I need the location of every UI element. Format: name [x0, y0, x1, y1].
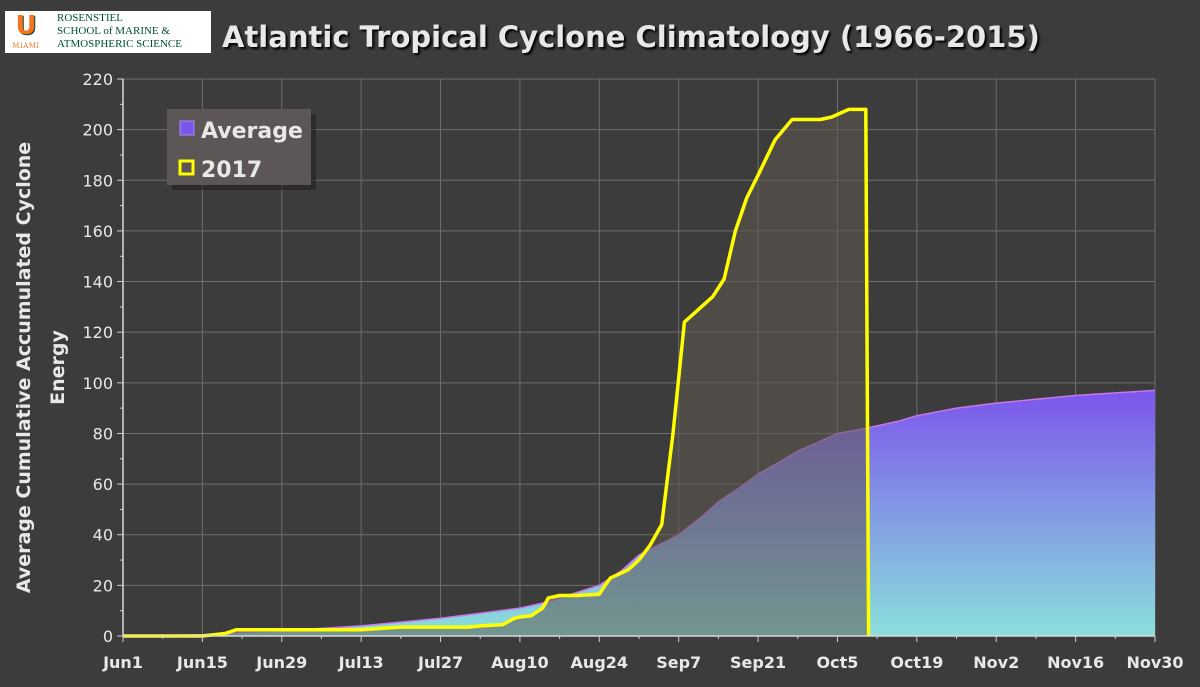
average-area	[123, 390, 1155, 636]
legend: Average 2017	[167, 109, 316, 190]
x-tick-label: Oct5	[817, 653, 859, 672]
y-tick-label: 80	[93, 424, 113, 443]
logo-u-mark: U	[15, 11, 37, 41]
y-axis-label-line: Average Cumulative Accumulated Cyclone	[13, 142, 35, 593]
logo-line-3: ATMOSPHERIC SCIENCE	[57, 38, 182, 50]
x-tick-label: Jun29	[255, 653, 307, 672]
y-tick-label: 140	[82, 273, 113, 292]
legend-swatch-average	[179, 120, 195, 136]
y-axis-label-line: Energy	[47, 330, 69, 405]
x-tick-label: Jun15	[176, 653, 228, 672]
x-tick-label: Nov16	[1047, 653, 1104, 672]
x-tick-label: Aug10	[491, 653, 549, 672]
logo-miami-text: MIAMI	[12, 42, 40, 50]
y-axis-label: Average Cumulative Accumulated Cyclone En…	[13, 142, 69, 593]
y-tick-label: 20	[93, 576, 113, 595]
x-tick-label: Jul13	[338, 653, 384, 672]
series-2017-fill	[123, 109, 869, 636]
x-tick-label: Oct19	[890, 653, 943, 672]
x-tick-label: Jul27	[417, 653, 463, 672]
y-tick-label: 180	[82, 171, 113, 190]
legend-label-2017: 2017	[201, 158, 262, 183]
x-tick-label: Sep21	[730, 653, 786, 672]
y-tick-label: 100	[82, 374, 113, 393]
y-tick-label: 40	[93, 526, 113, 545]
y-tick-label: 120	[82, 323, 113, 342]
x-tick-label: Aug24	[571, 653, 629, 672]
series-2017	[123, 107, 871, 638]
logo-line-2: SCHOOL of MARINE &	[57, 25, 170, 37]
institution-logo: U MIAMI ROSENSTIEL SCHOOL of MARINE & AT…	[5, 11, 211, 53]
x-tick-label: Sep7	[656, 653, 701, 672]
legend-swatch-2017	[178, 159, 195, 176]
y-tick-label: 160	[82, 222, 113, 241]
y-tick-label: 60	[93, 475, 113, 494]
axes: 0 20 40 60 80 100 120 140 160 180 200 220 Jun1 Jun15 J…	[82, 70, 1183, 672]
series-2017-line	[123, 107, 871, 638]
y-tick-label: 0	[103, 627, 113, 646]
y-tick-label: 200	[82, 121, 113, 140]
legend-label-average: Average	[201, 119, 303, 144]
x-tick-label: Nov2	[973, 653, 1019, 672]
chart-title: Atlantic Tropical Cyclone Climatology (1…	[222, 20, 1040, 54]
x-tick-label: Jun1	[102, 653, 143, 672]
x-tick-label: Nov30	[1126, 653, 1183, 672]
logo-line-1: ROSENSTIEL	[57, 12, 123, 24]
y-tick-label: 220	[82, 70, 113, 89]
